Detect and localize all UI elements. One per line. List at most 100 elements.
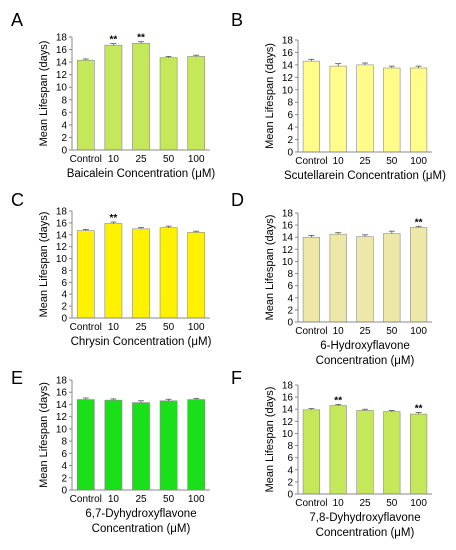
y-tick-label: 12: [56, 242, 68, 253]
y-tick-label: 0: [287, 318, 293, 329]
y-tick-label: 2: [61, 302, 67, 313]
bar: [356, 236, 374, 323]
y-tick-label: 14: [282, 233, 294, 244]
y-tick-label: 4: [61, 290, 67, 301]
y-tick-label: 6: [61, 108, 67, 119]
bar: [104, 399, 123, 491]
significance-marker: **: [415, 404, 423, 415]
y-tick-label: 2: [287, 305, 293, 316]
y-tick-label: 6: [61, 449, 67, 460]
y-tick-label: 10: [282, 85, 294, 96]
x-axis-title: Scutellarein Concentration (μM): [284, 170, 446, 182]
bar: [132, 402, 150, 491]
y-tick-label: 16: [282, 393, 294, 404]
x-tick-label: Control: [295, 326, 327, 337]
y-tick-label: 2: [61, 473, 67, 484]
x-axis-title: Baicalein Concentration (μM): [67, 168, 216, 180]
significance-marker: **: [110, 213, 118, 224]
y-tick-label: 18: [56, 376, 68, 387]
x-tick-label: 50: [163, 154, 175, 165]
y-tick-label: 6: [287, 110, 293, 121]
y-tick-label: 14: [282, 60, 294, 71]
x-axis-title: 6-Hydroxyflavone: [320, 340, 409, 352]
bar: [104, 44, 123, 151]
y-tick-label: 8: [61, 437, 67, 448]
x-tick-label: 50: [386, 498, 398, 509]
y-tick-label: 2: [61, 133, 67, 144]
y-tick-label: 18: [56, 207, 68, 218]
bar: [159, 227, 178, 319]
y-tick-label: 14: [56, 58, 68, 69]
bar: [187, 56, 206, 151]
x-tick-label: 25: [135, 494, 147, 505]
x-axis-title: Concentration (μM): [316, 527, 415, 539]
x-tick-label: 25: [359, 156, 371, 167]
y-tick-label: 6: [61, 278, 67, 289]
bar: [159, 57, 178, 151]
bar: [409, 227, 428, 323]
y-tick-label: 2: [287, 477, 293, 488]
x-tick-label: 25: [359, 326, 371, 337]
significance-marker: **: [334, 395, 342, 406]
x-tick-label: 25: [135, 154, 147, 165]
x-axis-title: 7,8-Dyhydroxyflavone: [309, 512, 420, 524]
x-tick-label: 100: [188, 494, 205, 505]
y-axis-title: Mean Lifespan (days): [38, 212, 50, 318]
x-tick-label: 50: [386, 326, 398, 337]
bar: [356, 410, 374, 495]
bar: [329, 65, 347, 153]
y-tick-label: 0: [287, 148, 293, 159]
y-tick-label: 12: [282, 417, 294, 428]
y-tick-label: 14: [56, 400, 68, 411]
x-tick-label: 25: [135, 322, 147, 333]
y-tick-label: 8: [61, 266, 67, 277]
bar: [302, 236, 321, 323]
bar: [329, 405, 347, 495]
panel-letter: F: [231, 368, 242, 388]
y-tick-label: 18: [282, 209, 294, 220]
y-tick-label: 14: [282, 405, 294, 416]
y-tick-label: 12: [282, 245, 294, 256]
x-axis-title: Concentration (μM): [316, 355, 415, 367]
bar: [409, 413, 428, 495]
bar: [132, 228, 150, 319]
bar: [76, 399, 95, 491]
y-tick-label: 12: [56, 70, 68, 81]
bar: [329, 233, 347, 323]
panel-letter: E: [11, 368, 23, 388]
bar: [187, 399, 206, 491]
x-tick-label: 100: [188, 322, 205, 333]
bar: [76, 230, 95, 319]
y-tick-label: 12: [282, 73, 294, 84]
y-tick-label: 10: [282, 429, 294, 440]
bar: [187, 232, 206, 319]
y-tick-label: 4: [287, 293, 293, 304]
y-axis-title: Mean Lifespan (days): [38, 382, 50, 488]
y-axis-title: Mean Lifespan (days): [264, 387, 276, 493]
y-tick-label: 18: [282, 381, 294, 392]
y-tick-label: 14: [56, 230, 68, 241]
significance-marker: **: [415, 217, 423, 228]
y-tick-label: 16: [56, 218, 68, 229]
significance-marker: **: [137, 33, 145, 44]
x-tick-label: 10: [108, 322, 120, 333]
panel-letter: A: [11, 10, 23, 30]
bar: [383, 233, 401, 323]
y-axis-title: Mean Lifespan (days): [38, 41, 50, 147]
x-tick-label: Control: [70, 322, 102, 333]
x-tick-label: Control: [295, 498, 327, 509]
y-tick-label: 16: [282, 221, 294, 232]
x-tick-label: 50: [386, 156, 398, 167]
x-tick-label: Control: [70, 154, 102, 165]
y-tick-label: 8: [287, 269, 293, 280]
x-tick-label: Control: [70, 494, 102, 505]
y-tick-label: 6: [287, 453, 293, 464]
bar: [302, 409, 321, 495]
x-tick-label: 10: [333, 326, 345, 337]
y-tick-label: 16: [56, 45, 68, 56]
x-axis-title: Concentration (μM): [92, 523, 191, 535]
y-tick-label: 10: [56, 254, 68, 265]
